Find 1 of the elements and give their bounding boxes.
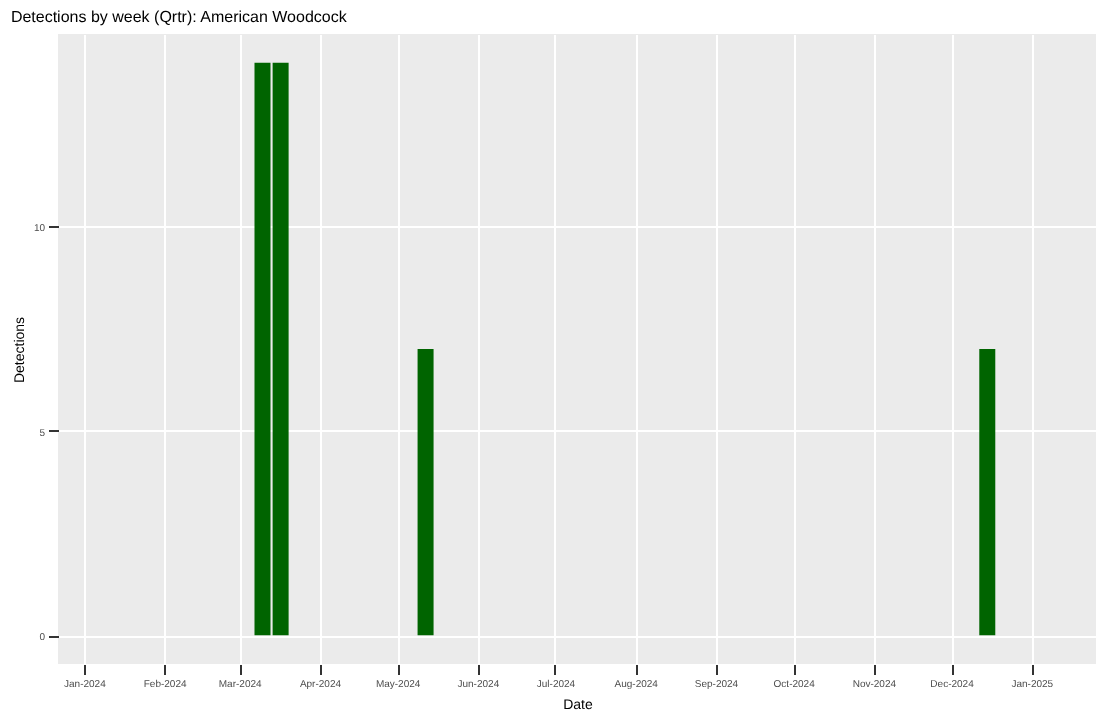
chart-title: Detections by week (Qrtr): American Woodcock (10, 8, 349, 26)
